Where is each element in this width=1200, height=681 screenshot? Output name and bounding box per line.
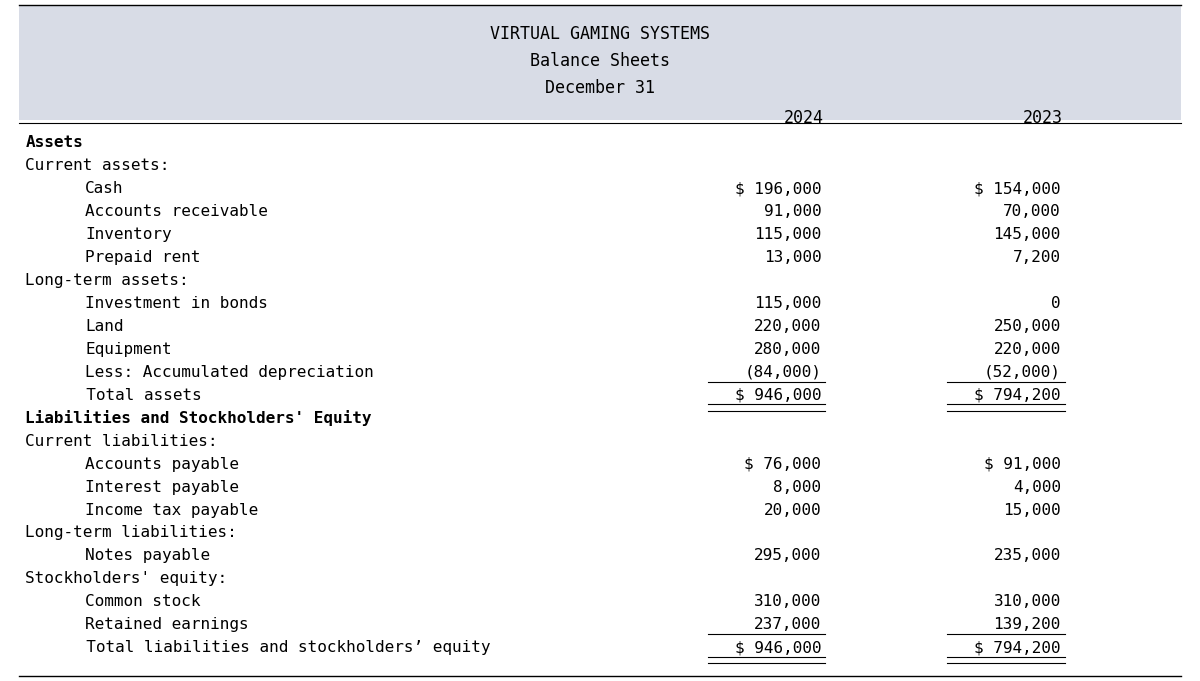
Text: Equipment: Equipment: [85, 342, 172, 357]
Text: 20,000: 20,000: [763, 503, 822, 518]
Text: 250,000: 250,000: [994, 319, 1061, 334]
Text: 310,000: 310,000: [994, 595, 1061, 609]
Text: $ 91,000: $ 91,000: [984, 457, 1061, 472]
Text: $ 154,000: $ 154,000: [974, 181, 1061, 196]
Text: $ 196,000: $ 196,000: [734, 181, 822, 196]
Text: 237,000: 237,000: [754, 617, 822, 632]
Text: 310,000: 310,000: [754, 595, 822, 609]
Text: 220,000: 220,000: [994, 342, 1061, 357]
Text: 139,200: 139,200: [994, 617, 1061, 632]
Text: Total liabilities and stockholders’ equity: Total liabilities and stockholders’ equi…: [67, 640, 491, 655]
Text: 4,000: 4,000: [1013, 479, 1061, 494]
Text: (52,000): (52,000): [984, 365, 1061, 380]
Text: Cash: Cash: [85, 181, 124, 196]
Text: December 31: December 31: [545, 80, 655, 97]
Text: 295,000: 295,000: [754, 548, 822, 563]
Text: 70,000: 70,000: [1003, 204, 1061, 219]
Text: Balance Sheets: Balance Sheets: [530, 52, 670, 70]
Text: 8,000: 8,000: [773, 479, 822, 494]
Text: 2023: 2023: [1022, 108, 1063, 127]
Text: Liabilities and Stockholders' Equity: Liabilities and Stockholders' Equity: [25, 410, 372, 426]
Text: 7,200: 7,200: [1013, 250, 1061, 265]
Text: Total assets: Total assets: [67, 387, 202, 402]
Text: $ 946,000: $ 946,000: [734, 387, 822, 402]
Text: Current liabilities:: Current liabilities:: [25, 434, 218, 449]
Text: Investment in bonds: Investment in bonds: [85, 296, 268, 311]
Text: Retained earnings: Retained earnings: [85, 617, 248, 632]
Text: $ 76,000: $ 76,000: [744, 457, 822, 472]
Text: (84,000): (84,000): [744, 365, 822, 380]
Text: Long-term assets:: Long-term assets:: [25, 273, 188, 288]
Text: Accounts receivable: Accounts receivable: [85, 204, 268, 219]
Text: Long-term liabilities:: Long-term liabilities:: [25, 526, 238, 541]
Text: Accounts payable: Accounts payable: [85, 457, 239, 472]
Text: Income tax payable: Income tax payable: [85, 503, 258, 518]
Text: Notes payable: Notes payable: [85, 548, 210, 563]
Text: 91,000: 91,000: [763, 204, 822, 219]
Text: Assets: Assets: [25, 136, 83, 151]
Text: Common stock: Common stock: [85, 595, 200, 609]
Text: $ 946,000: $ 946,000: [734, 640, 822, 655]
Text: Less: Accumulated depreciation: Less: Accumulated depreciation: [85, 365, 374, 380]
Text: VIRTUAL GAMING SYSTEMS: VIRTUAL GAMING SYSTEMS: [490, 25, 710, 43]
Text: Land: Land: [85, 319, 124, 334]
Text: Prepaid rent: Prepaid rent: [85, 250, 200, 265]
Text: $ 794,200: $ 794,200: [974, 640, 1061, 655]
Text: Inventory: Inventory: [85, 227, 172, 242]
Text: Current assets:: Current assets:: [25, 159, 169, 174]
Text: 115,000: 115,000: [754, 296, 822, 311]
Text: 280,000: 280,000: [754, 342, 822, 357]
Text: 0: 0: [1051, 296, 1061, 311]
Text: 235,000: 235,000: [994, 548, 1061, 563]
Text: 220,000: 220,000: [754, 319, 822, 334]
Text: 13,000: 13,000: [763, 250, 822, 265]
Text: Stockholders' equity:: Stockholders' equity:: [25, 571, 228, 586]
FancyBboxPatch shape: [19, 5, 1181, 120]
Text: 2024: 2024: [784, 108, 823, 127]
Text: Interest payable: Interest payable: [85, 479, 239, 494]
Text: 15,000: 15,000: [1003, 503, 1061, 518]
Text: $ 794,200: $ 794,200: [974, 387, 1061, 402]
Text: 145,000: 145,000: [994, 227, 1061, 242]
Text: 115,000: 115,000: [754, 227, 822, 242]
